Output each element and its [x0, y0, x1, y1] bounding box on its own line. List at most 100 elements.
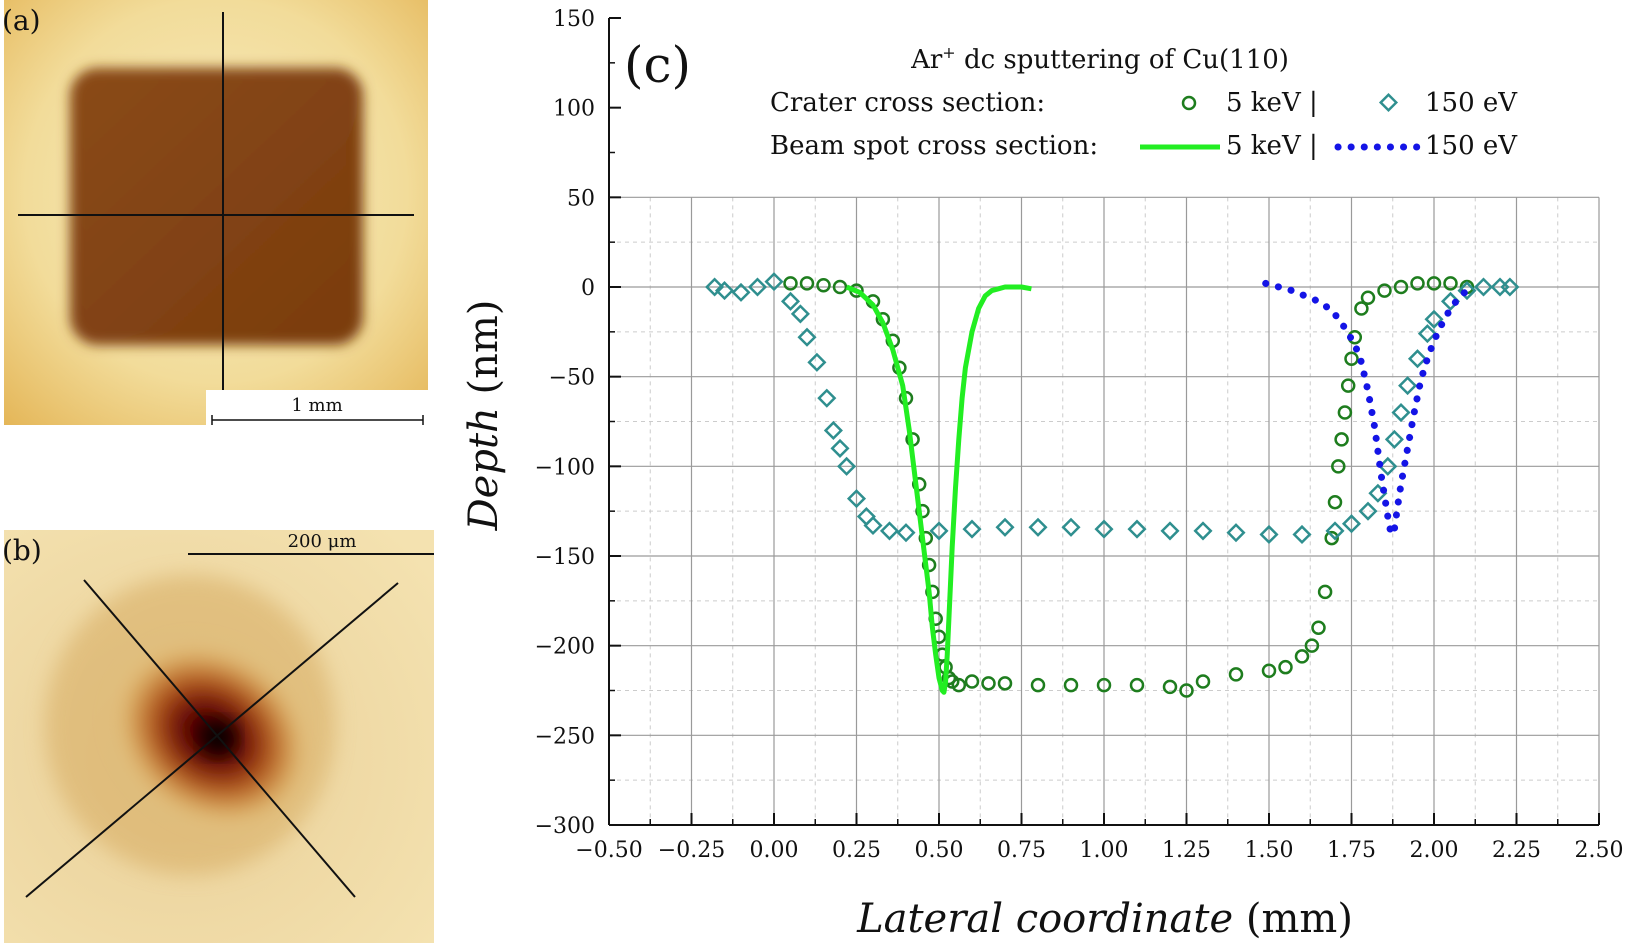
- data-point-crater-150ev: [1358, 501, 1378, 521]
- data-point-crater-5kev: [981, 676, 996, 691]
- data-point-crater-150ev: [879, 521, 900, 541]
- x-axis-title-unit: (mm): [1233, 896, 1353, 942]
- data-point-crater-150ev: [846, 489, 867, 509]
- x-tick-label: 1.50: [1245, 838, 1294, 863]
- data-point-crater-5kev: [1331, 459, 1346, 474]
- legend-beam-5kev-label: 5 keV |: [1226, 131, 1318, 161]
- data-point-crater-5kev: [1443, 276, 1458, 291]
- legend-title-sup: +: [942, 43, 955, 62]
- y-tick-label: 0: [581, 276, 595, 301]
- data-point-crater-5kev: [1410, 276, 1425, 291]
- y-tick-label: −300: [535, 814, 595, 839]
- data-point-crater-5kev: [915, 503, 930, 519]
- data-point-crater-150ev: [1424, 309, 1444, 329]
- data-point-crater-150ev: [1490, 277, 1510, 297]
- legend-title-rest: dc sputtering of Cu(110): [956, 45, 1289, 75]
- x-axis-title-italic: Lateral coordinate: [856, 896, 1233, 942]
- series-beam-spot-cross-section-150-ev: [1262, 279, 1478, 545]
- x-tick-label: 1.75: [1327, 838, 1376, 863]
- data-point-crater-150ev: [1028, 517, 1048, 537]
- x-tick-label: 1.00: [1080, 838, 1129, 863]
- x-tick-label: 0.75: [997, 838, 1046, 863]
- x-tick-labels: −0.50 −0.25 0.00 0.25 0.50 0.75 1.00 1.25 1.50 1.…: [575, 838, 1623, 863]
- y-tick-labels: 150 100 50 0 −50 −100 −150 −200 −250 −300: [535, 7, 595, 839]
- data-point-crater-150ev: [1259, 524, 1279, 545]
- data-point-crater-5kev: [1340, 378, 1356, 393]
- data-point-crater-150ev: [797, 327, 817, 347]
- data-point-crater-5kev: [1377, 283, 1392, 298]
- data-point-crater-5kev: [1344, 351, 1359, 366]
- data-point-crater-150ev: [929, 521, 949, 541]
- data-point-crater-5kev: [941, 670, 957, 686]
- data-point-crater-150ev: [830, 438, 850, 458]
- data-point-crater-5kev: [1324, 530, 1339, 546]
- data-point-crater-150ev: [1292, 524, 1312, 545]
- x-tick-label: −0.25: [658, 838, 725, 863]
- data-point-crater-5kev: [1334, 432, 1349, 447]
- data-point-crater-5kev: [951, 677, 967, 693]
- data-point-crater-5kev: [1317, 584, 1333, 600]
- data-point-crater-5kev: [1311, 620, 1326, 635]
- data-point-crater-5kev: [1129, 677, 1145, 693]
- data-point-crater-150ev: [1398, 376, 1418, 396]
- beam-spot-150ev-line: [1262, 279, 1478, 545]
- data-point-crater-150ev: [1127, 519, 1147, 539]
- data-point-crater-150ev: [731, 282, 751, 302]
- x-tick-label: 2.50: [1575, 838, 1624, 863]
- data-point-crater-150ev: [1391, 402, 1411, 423]
- legend-crater-5kev-label: 5 keV |: [1226, 88, 1318, 118]
- data-point-crater-5kev: [911, 477, 927, 492]
- data-point-crater-5kev: [799, 276, 815, 291]
- data-point-crater-5kev: [816, 277, 831, 293]
- crosshair-diagonal-2: [25, 582, 399, 898]
- data-point-crater-150ev: [780, 291, 801, 311]
- data-point-crater-150ev: [863, 515, 883, 536]
- data-point-crater-5kev: [1304, 638, 1320, 653]
- panel-c-label: (c): [624, 36, 691, 94]
- data-point-crater-150ev: [837, 456, 857, 476]
- panel-a: 1 mm (a): [2, 0, 428, 426]
- legend-crater-150ev-label: 150 eV: [1425, 88, 1518, 118]
- data-point-crater-150ev: [1061, 517, 1081, 537]
- data-point-crater-5kev: [1063, 677, 1079, 693]
- data-point-crater-150ev: [1193, 521, 1213, 541]
- data-point-crater-150ev: [1378, 456, 1398, 476]
- data-point-crater-150ev: [1473, 277, 1494, 297]
- data-series: [705, 272, 1520, 698]
- data-point-crater-5kev: [921, 557, 937, 573]
- data-point-crater-5kev: [997, 676, 1013, 691]
- data-point-crater-150ev: [1417, 324, 1437, 344]
- scalebar-a-label: 1 mm: [291, 395, 342, 416]
- data-point-crater-150ev: [714, 281, 735, 301]
- data-point-crater-150ev: [1384, 429, 1404, 449]
- legend-marker-crater-150ev: [1378, 92, 1399, 113]
- x-tick-label: 1.25: [1162, 838, 1211, 863]
- data-point-crater-150ev: [962, 519, 982, 539]
- axes: [608, 17, 1600, 826]
- data-point-crater-5kev: [1261, 663, 1277, 679]
- data-point-crater-5kev: [1096, 677, 1112, 693]
- y-tick-label: −200: [535, 635, 595, 660]
- data-point-crater-5kev: [918, 530, 934, 546]
- data-point-crater-5kev: [1030, 677, 1046, 693]
- data-point-crater-5kev: [1360, 290, 1376, 306]
- grid: [608, 196, 1600, 826]
- y-axis-title-unit: (nm): [461, 300, 507, 408]
- data-point-crater-5kev: [1327, 494, 1343, 510]
- data-point-crater-150ev: [823, 420, 843, 441]
- data-point-crater-150ev: [1341, 514, 1362, 534]
- x-tick-label: 2.00: [1410, 838, 1459, 863]
- y-tick-label: 50: [567, 186, 595, 211]
- data-point-crater-150ev: [747, 277, 768, 297]
- data-point-crater-5kev: [1426, 276, 1442, 291]
- legend-title: Ar+ dc sputtering of Cu(110): [910, 43, 1289, 75]
- data-point-crater-150ev: [1226, 523, 1246, 543]
- data-point-crater-150ev: [1500, 277, 1520, 297]
- y-tick-label: −250: [535, 724, 595, 749]
- data-point-crater-150ev: [995, 517, 1015, 537]
- data-point-crater-5kev: [1228, 667, 1244, 682]
- y-tick-label: −100: [535, 455, 595, 480]
- scalebar-b-label: 200 μm: [288, 531, 357, 552]
- data-point-crater-5kev: [964, 674, 980, 689]
